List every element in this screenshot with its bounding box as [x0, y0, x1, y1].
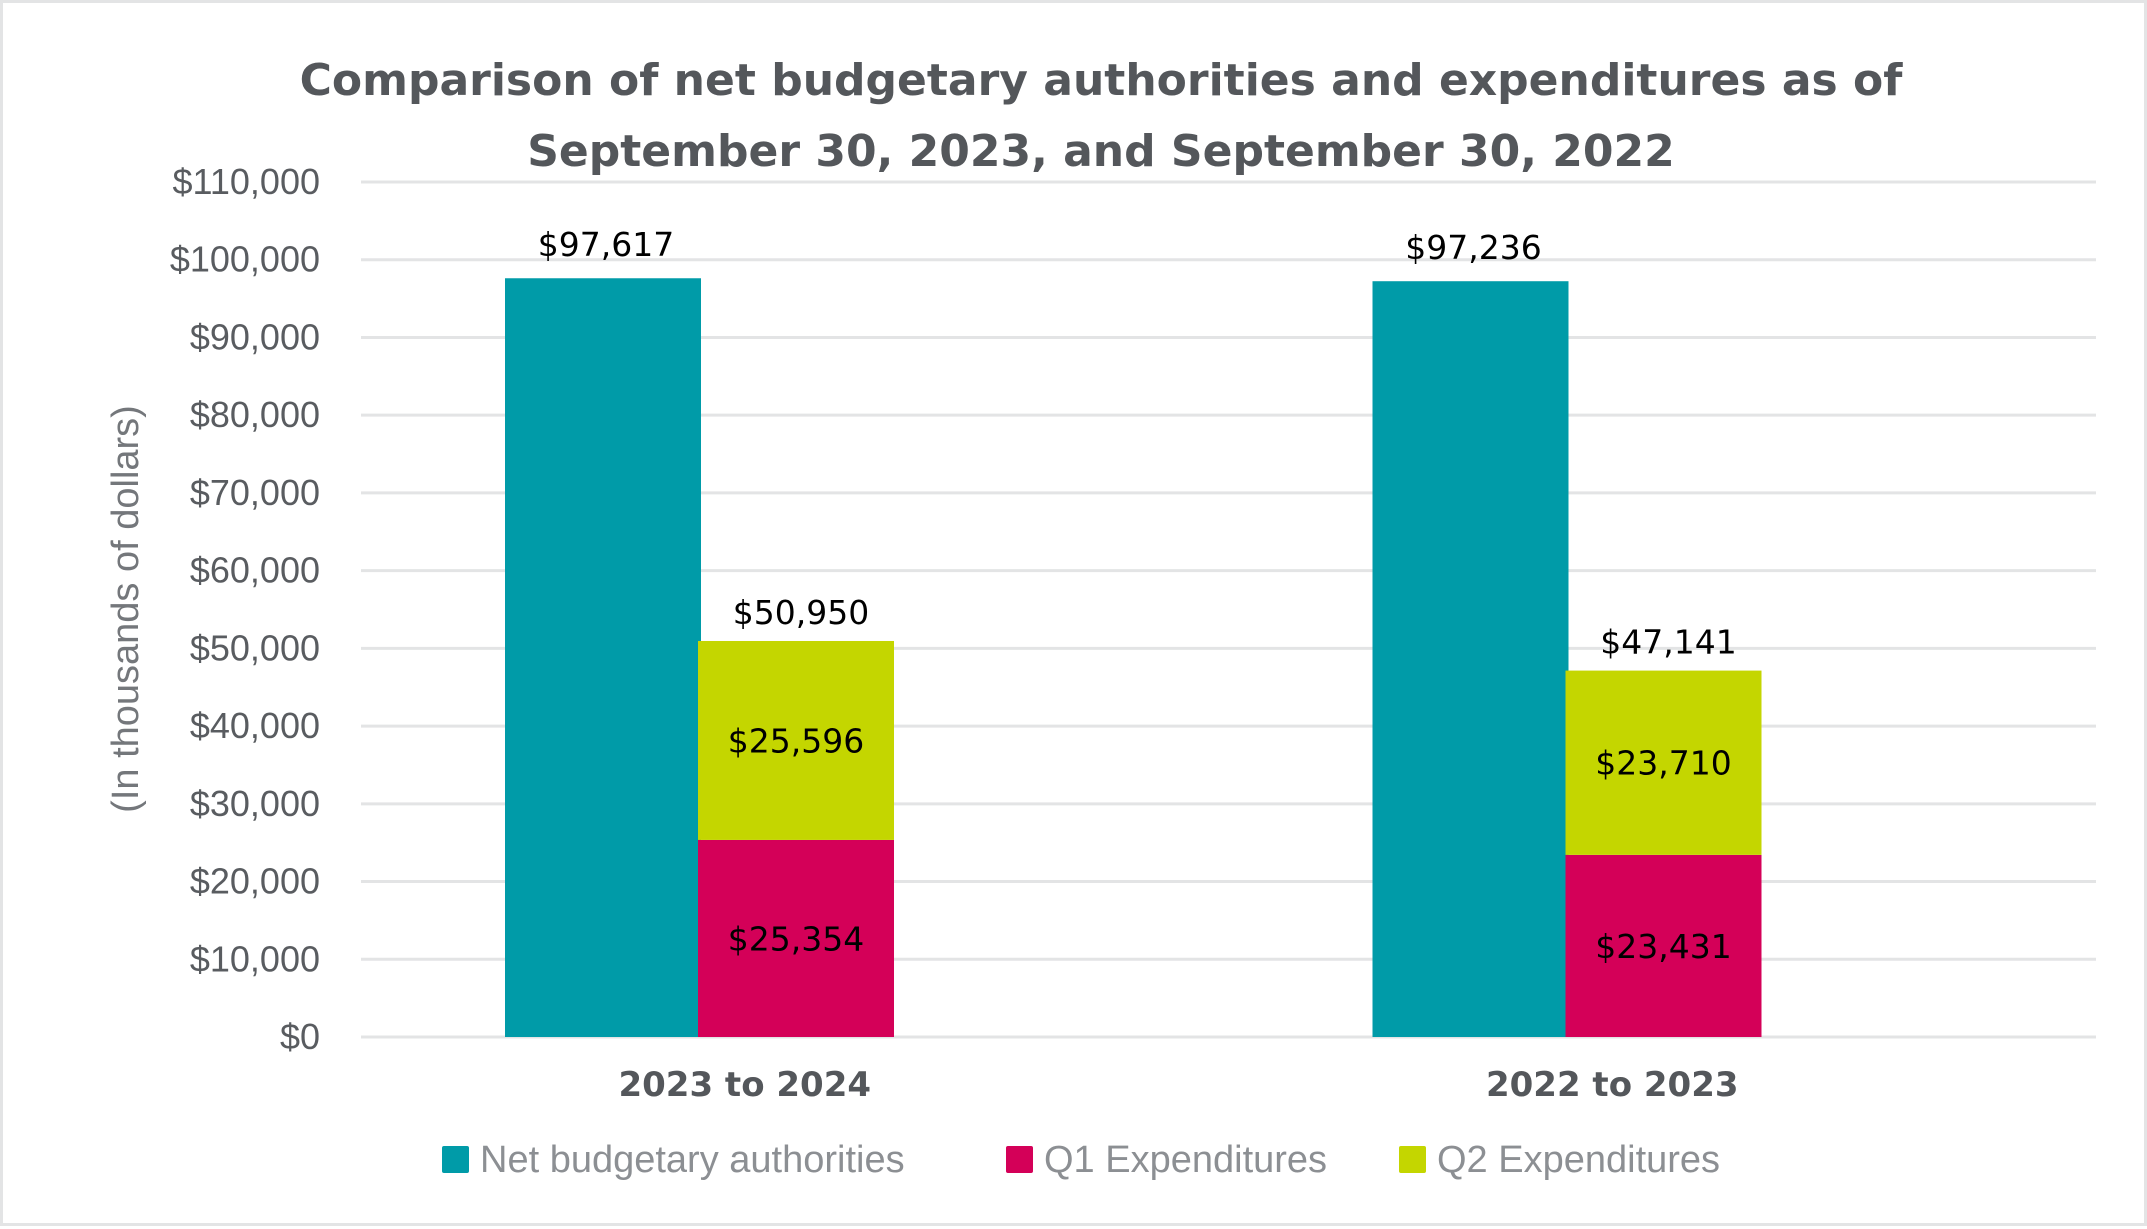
- y-tick-label: $80,000: [190, 394, 320, 435]
- y-axis-title: (In thousands of dollars): [105, 405, 147, 813]
- data-label-total: $47,141: [1600, 623, 1736, 662]
- data-labels: $97,617 $25,354 $25,596 $50,950 $97,236 $23,4…: [538, 225, 1737, 966]
- y-tick-label: $100,000: [170, 239, 320, 280]
- x-axis-category-labels: 2023 to 2024 2022 to 2023: [618, 1065, 1738, 1105]
- bar-net-budgetary-authorities: [1372, 281, 1569, 1038]
- y-tick-label: $50,000: [190, 627, 320, 668]
- bars: [505, 278, 1762, 1038]
- y-tick-label: $60,000: [190, 550, 320, 591]
- bar-q1-expenditures: [698, 839, 894, 1037]
- chart-title-line-1: Comparison of net budgetary authorities …: [300, 55, 1904, 106]
- bar-q1-expenditures: [1565, 854, 1762, 1037]
- y-tick-label: $10,000: [190, 938, 320, 979]
- bar-q2-expenditures: [1565, 670, 1762, 855]
- x-category-label: 2023 to 2024: [618, 1065, 871, 1105]
- data-label-total: $50,950: [733, 593, 869, 632]
- legend-label: Net budgetary authorities: [480, 1139, 905, 1181]
- legend-label: Q1 Expenditures: [1044, 1139, 1327, 1181]
- bar-q2-expenditures: [698, 640, 894, 840]
- y-axis-tick-labels: $0 $10,000 $20,000 $30,000 $40,000 $50,000 $60…: [170, 161, 320, 1057]
- y-tick-label: $90,000: [190, 316, 320, 357]
- data-label-inside: $23,710: [1595, 744, 1731, 783]
- y-tick-label: $40,000: [190, 705, 320, 746]
- legend-label: Q2 Expenditures: [1437, 1139, 1720, 1181]
- y-tick-label: $110,000: [173, 161, 320, 202]
- legend-item: Net budgetary authorities: [442, 1139, 905, 1181]
- bar-chart: Comparison of net budgetary authorities …: [105, 55, 2096, 1181]
- data-label-inside: $25,596: [728, 721, 864, 760]
- y-tick-label: $70,000: [190, 472, 320, 513]
- y-tick-label: $30,000: [190, 783, 320, 824]
- legend-item: Q2 Expenditures: [1399, 1139, 1720, 1181]
- data-label-inside: $23,431: [1595, 927, 1731, 966]
- legend-swatch-icon: [1006, 1146, 1033, 1173]
- legend: Net budgetary authorities Q1 Expenditures…: [442, 1139, 1720, 1181]
- data-label-top: $97,236: [1405, 228, 1541, 267]
- bar-net-budgetary-authorities: [505, 278, 701, 1037]
- y-tick-label: $20,000: [190, 861, 320, 902]
- y-tick-label: $0: [280, 1016, 320, 1057]
- legend-swatch-icon: [1399, 1146, 1426, 1173]
- data-label-top: $97,617: [538, 225, 674, 264]
- legend-swatch-icon: [442, 1146, 469, 1173]
- chart-title-line-2: September 30, 2023, and September 30, 20…: [527, 126, 1675, 177]
- x-category-label: 2022 to 2023: [1486, 1065, 1739, 1105]
- data-label-inside: $25,354: [728, 919, 864, 958]
- chart-title: Comparison of net budgetary authorities …: [300, 55, 1904, 177]
- legend-item: Q1 Expenditures: [1006, 1139, 1327, 1181]
